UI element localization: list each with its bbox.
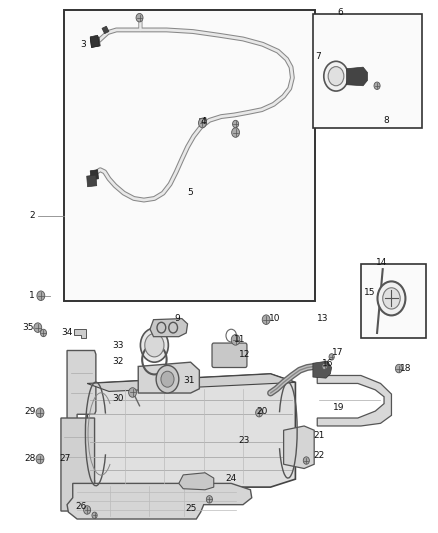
Polygon shape [138,362,199,393]
Circle shape [374,82,380,90]
Circle shape [396,365,403,373]
Text: 18: 18 [400,364,412,373]
Text: 15: 15 [364,287,375,296]
Bar [361,264,426,338]
Text: 32: 32 [112,357,124,366]
Circle shape [36,408,44,417]
Text: 4: 4 [201,117,207,126]
Polygon shape [346,67,367,86]
Text: 10: 10 [269,314,281,323]
Circle shape [198,118,206,128]
Circle shape [37,291,45,301]
Circle shape [129,387,137,397]
Text: 7: 7 [316,52,321,61]
Circle shape [161,371,174,387]
Polygon shape [179,473,214,490]
Circle shape [303,457,309,464]
Polygon shape [284,426,314,469]
Circle shape [233,120,239,128]
Polygon shape [67,351,96,489]
Polygon shape [87,374,295,487]
Text: 21: 21 [313,431,324,440]
Text: 14: 14 [376,258,387,266]
Circle shape [156,366,179,393]
Circle shape [136,13,143,22]
Text: 35: 35 [22,323,34,332]
Polygon shape [199,118,207,125]
Circle shape [36,454,44,464]
Text: 26: 26 [76,502,87,511]
Circle shape [84,506,91,514]
Text: 19: 19 [333,403,345,412]
Text: 20: 20 [256,407,268,416]
Circle shape [40,329,46,337]
Polygon shape [317,375,392,426]
Text: 25: 25 [185,504,196,513]
Circle shape [34,323,42,333]
Circle shape [322,364,327,369]
Text: 24: 24 [226,474,237,482]
Text: 17: 17 [332,348,343,357]
Circle shape [232,128,240,138]
Text: 2: 2 [29,212,35,221]
Polygon shape [87,175,97,187]
Polygon shape [313,361,332,378]
Text: 16: 16 [321,359,333,368]
Text: 3: 3 [81,40,87,49]
Text: 13: 13 [317,314,328,323]
Text: 23: 23 [239,437,250,446]
Polygon shape [90,169,99,180]
Text: 22: 22 [313,451,324,460]
Circle shape [141,328,168,362]
Polygon shape [90,35,99,47]
Polygon shape [61,418,109,511]
Bar [64,10,315,301]
Circle shape [383,288,400,309]
Polygon shape [150,319,187,337]
Text: 8: 8 [383,116,389,125]
Text: 33: 33 [112,341,124,350]
Text: 9: 9 [175,314,180,323]
Circle shape [328,67,344,86]
Polygon shape [74,329,86,338]
Circle shape [324,61,348,91]
Polygon shape [87,374,295,391]
Text: 31: 31 [184,376,195,385]
Polygon shape [90,37,100,47]
Text: 28: 28 [25,455,36,463]
Circle shape [231,335,240,345]
Text: 1: 1 [29,291,35,300]
Text: 27: 27 [60,455,71,463]
Text: 30: 30 [112,394,124,403]
Circle shape [206,496,212,503]
Text: 12: 12 [239,350,250,359]
Circle shape [145,334,164,357]
Polygon shape [67,483,252,519]
Circle shape [256,408,263,417]
Text: 11: 11 [234,335,246,344]
Circle shape [329,354,334,360]
Text: 29: 29 [25,407,36,416]
Text: 5: 5 [188,188,194,197]
Text: 6: 6 [338,8,343,17]
Circle shape [262,315,270,325]
Circle shape [92,512,97,519]
Circle shape [378,281,406,316]
Bar [313,14,422,128]
Text: 34: 34 [61,328,73,337]
FancyBboxPatch shape [212,343,247,368]
Polygon shape [102,26,109,34]
